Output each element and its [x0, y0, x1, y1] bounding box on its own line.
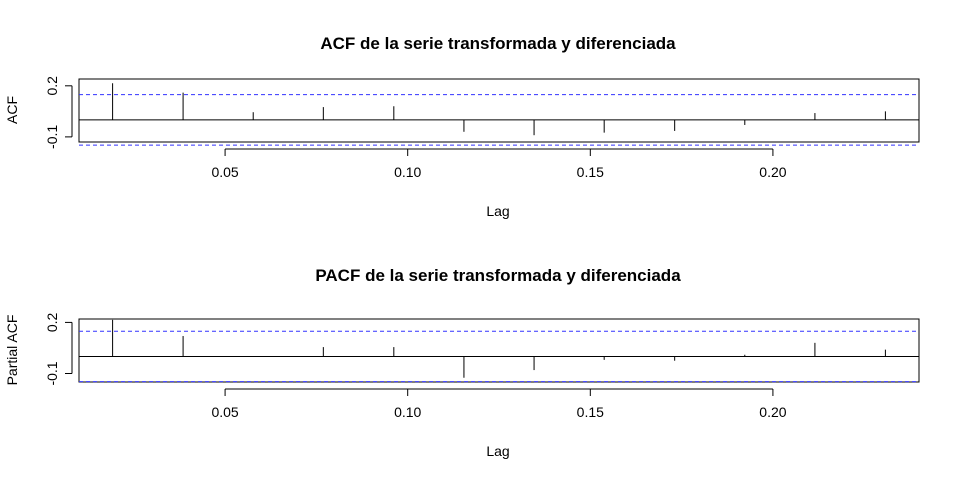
pacf-panel: PACF de la serie transformada y diferenc… [4, 266, 920, 459]
acf-y-axis: -0.1 0.2 [44, 76, 73, 149]
acf-panel: ACF de la serie transformada y diferenci… [4, 34, 920, 219]
pacf-x-axis-label: Lag [486, 443, 509, 459]
acf-x-tick-label: 0.15 [577, 164, 604, 180]
pacf-x-tick-label: 0.05 [211, 404, 238, 420]
acf-y-tick-label: -0.1 [44, 125, 60, 149]
acf-x-tick-label: 0.05 [211, 164, 238, 180]
acf-y-axis-label: ACF [4, 96, 20, 124]
pacf-y-axis-label: Partial ACF [4, 315, 20, 386]
pacf-bars [112, 319, 886, 378]
acf-x-axis: 0.05 0.10 0.15 0.20 [211, 148, 787, 180]
pacf-x-tick-label: 0.15 [577, 404, 604, 420]
pacf-bounds [79, 330, 919, 383]
acf-bounds [79, 94, 919, 146]
pacf-title: PACF de la serie transformada y diferenc… [315, 266, 681, 285]
acf-title: ACF de la serie transformada y diferenci… [320, 34, 676, 53]
pacf-y-tick-label: 0.2 [44, 312, 60, 332]
pacf-y-axis: -0.1 0.2 [44, 312, 73, 386]
pacf-x-axis: 0.05 0.10 0.15 0.20 [211, 388, 787, 420]
acf-x-axis-label: Lag [486, 203, 509, 219]
acf-y-tick-label: 0.2 [44, 76, 60, 96]
acf-bars [112, 83, 886, 136]
pacf-x-tick-label: 0.10 [394, 404, 421, 420]
acf-plot-frame [78, 78, 920, 143]
acf-x-tick-label: 0.20 [759, 164, 786, 180]
pacf-plot-frame [78, 318, 920, 383]
acf-x-tick-label: 0.10 [394, 164, 421, 180]
pacf-y-tick-label: -0.1 [44, 361, 60, 385]
pacf-x-tick-label: 0.20 [759, 404, 786, 420]
